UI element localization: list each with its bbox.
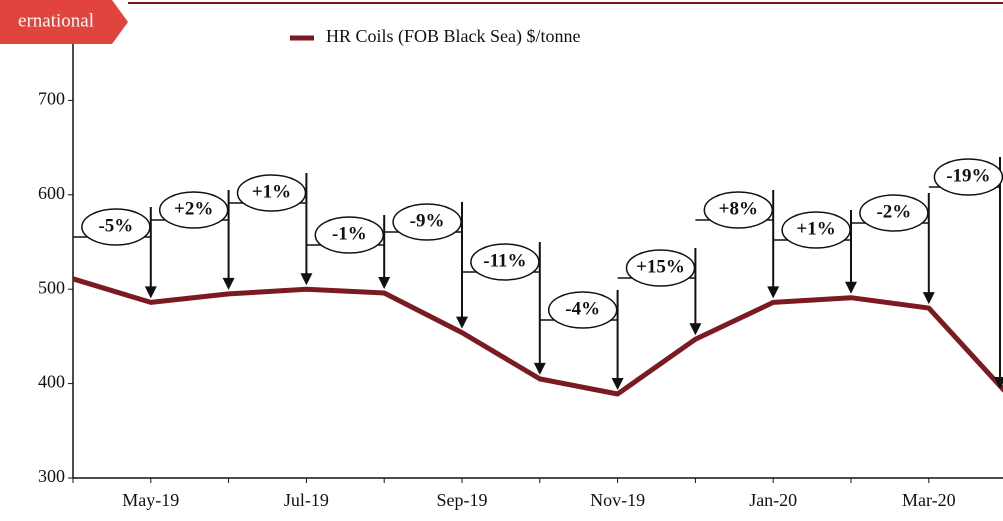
legend-label: HR Coils (FOB Black Sea) $/tonne xyxy=(326,26,581,47)
callout-bubble xyxy=(236,174,307,212)
arrow-head xyxy=(144,286,157,299)
arrow-head xyxy=(300,273,313,286)
section-tab xyxy=(0,0,128,44)
x-tick-label: Mar-20 xyxy=(902,490,956,510)
callout-label: -1% xyxy=(332,223,367,244)
arrow-head xyxy=(922,292,935,305)
arrow-head xyxy=(845,281,857,294)
callout-label: -11% xyxy=(483,250,526,271)
y-tick-label: 600 xyxy=(38,183,65,203)
arrow-head xyxy=(222,277,235,290)
y-tick-label: 400 xyxy=(38,372,65,392)
callout-bubble xyxy=(81,208,151,246)
callout-label: +2% xyxy=(174,198,213,219)
arrow-head xyxy=(533,362,546,375)
callout-bubble xyxy=(781,211,851,249)
y-tick-label: 500 xyxy=(38,277,65,297)
callout-bubble xyxy=(859,194,929,232)
callout-label: +8% xyxy=(719,198,758,219)
arrow-head xyxy=(378,276,391,289)
callout-bubble xyxy=(933,158,1003,196)
callout-label: +1% xyxy=(252,181,291,202)
y-tick-label: 700 xyxy=(38,89,65,109)
callout-label: -19% xyxy=(946,165,990,186)
x-tick-label: Jul-19 xyxy=(284,490,329,510)
x-tick-label: Sep-19 xyxy=(437,490,488,510)
x-tick-label: May-19 xyxy=(122,490,179,510)
callout-label: -2% xyxy=(876,201,911,222)
callout-bubble xyxy=(392,203,462,241)
arrow-head xyxy=(767,286,780,299)
callout-label: -4% xyxy=(565,298,600,319)
callout-label: -5% xyxy=(98,215,133,236)
callout-label: +15% xyxy=(636,256,685,277)
callout-bubble xyxy=(470,243,540,281)
arrow-head xyxy=(611,377,624,390)
x-tick-label: Jan-20 xyxy=(749,490,797,510)
callout-bubble xyxy=(314,216,385,254)
tab-label: ernational xyxy=(18,10,94,31)
callout-bubble xyxy=(547,291,618,329)
callout-label: -9% xyxy=(410,210,445,231)
callout-label: +1% xyxy=(796,218,835,239)
y-tick-label: 300 xyxy=(38,466,65,486)
series-line xyxy=(72,276,1003,397)
arrow-head xyxy=(689,323,702,336)
callout-bubble xyxy=(158,191,229,229)
arrow-head xyxy=(994,377,1003,390)
x-tick-label: Nov-19 xyxy=(590,490,645,510)
arrow-head xyxy=(456,316,468,329)
callout-bubble xyxy=(625,249,696,287)
callout-bubble xyxy=(703,191,774,229)
